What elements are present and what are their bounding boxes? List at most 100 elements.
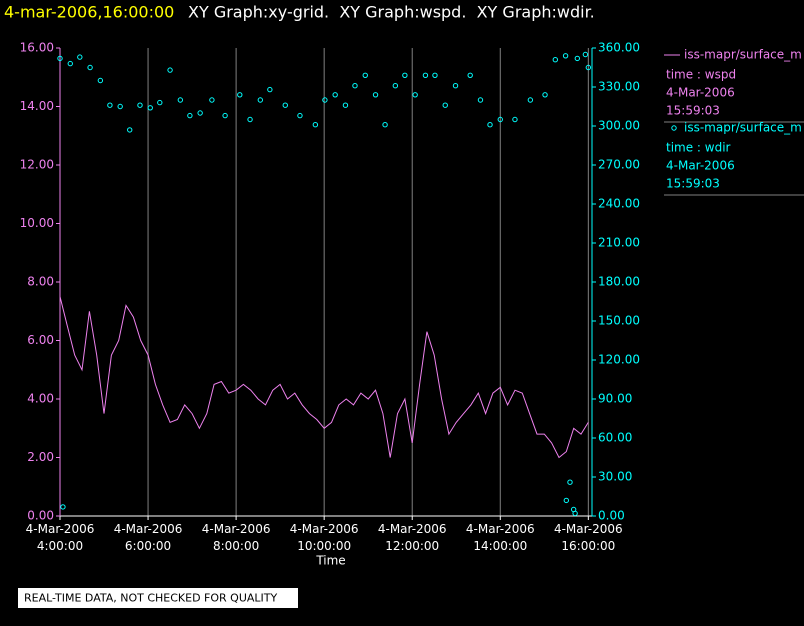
legend-detail: time : wspd bbox=[666, 68, 736, 82]
y-tick-label: 16.00 bbox=[20, 41, 54, 55]
y-tick-label: 4.00 bbox=[27, 392, 54, 406]
series-point bbox=[57, 55, 63, 62]
series-point bbox=[237, 92, 243, 98]
series-point bbox=[362, 72, 368, 79]
chart-subtitle: XY Graph:xy-grid. XY Graph:wspd. XY Grap… bbox=[188, 3, 595, 22]
y2-tick-label: 90.00 bbox=[598, 392, 632, 406]
y-tick-label: 8.00 bbox=[27, 275, 54, 289]
series-point bbox=[382, 122, 388, 128]
x-tick-label: 4-Mar-2006 12:00:00 bbox=[378, 522, 447, 553]
series-point bbox=[77, 54, 83, 60]
y2-tick-label: 150.00 bbox=[598, 314, 640, 328]
series-point bbox=[60, 504, 66, 510]
series-point bbox=[552, 57, 559, 63]
series-point bbox=[97, 77, 104, 84]
x-tick-label: 4-Mar-2006 6:00:00 bbox=[114, 522, 183, 553]
y2-tick-label: 60.00 bbox=[598, 431, 632, 445]
series-point bbox=[372, 92, 379, 98]
series-point bbox=[267, 86, 273, 93]
y2-tick-label: 240.00 bbox=[598, 197, 640, 211]
series-point bbox=[442, 102, 448, 108]
series-point bbox=[467, 72, 473, 79]
y2-tick-label: 300.00 bbox=[598, 119, 640, 133]
series-point bbox=[542, 92, 548, 98]
series-point bbox=[422, 72, 429, 79]
series-point bbox=[563, 497, 570, 504]
y2-tick-label: 120.00 bbox=[598, 353, 640, 367]
x-tick-label: 4-Mar-2006 16:00:00 bbox=[554, 522, 623, 553]
series-point bbox=[147, 105, 153, 111]
series-point bbox=[452, 83, 459, 89]
series-point bbox=[477, 97, 484, 103]
series-point bbox=[332, 92, 338, 98]
series-point bbox=[137, 102, 143, 108]
y-tick-label: 12.00 bbox=[20, 158, 54, 172]
series-point bbox=[432, 72, 438, 79]
series-point bbox=[582, 51, 589, 58]
series-point bbox=[297, 112, 303, 119]
series-point bbox=[402, 72, 408, 79]
series-point bbox=[247, 116, 253, 123]
series-point bbox=[107, 102, 113, 108]
series-point bbox=[222, 112, 228, 119]
series-point bbox=[585, 64, 592, 71]
y-tick-label: 6.00 bbox=[27, 333, 54, 347]
y2-tick-label: 210.00 bbox=[598, 236, 640, 250]
x-tick-label: 4-Mar-2006 8:00:00 bbox=[202, 522, 271, 553]
x-axis-label: Time bbox=[315, 554, 345, 568]
y-tick-label: 10.00 bbox=[20, 216, 54, 230]
legend-swatch bbox=[671, 125, 677, 131]
footer: REAL-TIME DATA, NOT CHECKED FOR QUALITY bbox=[24, 592, 278, 605]
legend-detail: 4-Mar-2006 bbox=[666, 159, 735, 173]
series-point bbox=[497, 116, 503, 123]
y2-tick-label: 0.00 bbox=[598, 509, 625, 523]
legend-label: iss-mapr/surface_m bbox=[684, 121, 802, 135]
series-point bbox=[257, 97, 264, 103]
series-point bbox=[562, 53, 569, 59]
series-point bbox=[117, 103, 123, 110]
y2-tick-label: 30.00 bbox=[598, 470, 632, 484]
series-point bbox=[574, 55, 581, 62]
series-point bbox=[487, 122, 493, 128]
series-point bbox=[167, 67, 173, 73]
series-point bbox=[512, 116, 518, 123]
legend-label: iss-mapr/surface_m bbox=[684, 48, 802, 62]
y2-tick-label: 360.00 bbox=[598, 41, 640, 55]
x-tick-label: 4-Mar-2006 4:00:00 bbox=[26, 522, 95, 553]
series-point bbox=[127, 127, 133, 133]
y-tick-label: 0.00 bbox=[27, 509, 54, 523]
series-point bbox=[67, 60, 73, 67]
series-point bbox=[352, 83, 358, 89]
legend-detail: time : wdir bbox=[666, 141, 731, 155]
series-point bbox=[342, 102, 349, 108]
legend-detail: 4-Mar-2006 bbox=[666, 86, 735, 100]
y2-tick-label: 180.00 bbox=[598, 275, 640, 289]
chart-title: 4-mar-2006,16:00:00 bbox=[4, 3, 174, 22]
series-point bbox=[412, 92, 418, 98]
legend-detail: 15:59:03 bbox=[666, 177, 720, 191]
series-point bbox=[209, 97, 215, 103]
series-point bbox=[567, 479, 573, 485]
series-point bbox=[187, 112, 193, 119]
series-point bbox=[392, 83, 399, 89]
series-line bbox=[59, 296, 589, 459]
x-tick-label: 4-Mar-2006 14:00:00 bbox=[466, 522, 535, 553]
y-tick-label: 14.00 bbox=[20, 99, 54, 113]
series-point bbox=[527, 97, 534, 103]
series-point bbox=[157, 99, 163, 106]
series-point bbox=[87, 64, 93, 71]
series-point bbox=[177, 97, 184, 103]
legend-detail: 15:59:03 bbox=[666, 104, 720, 118]
y2-tick-label: 330.00 bbox=[598, 80, 640, 94]
series-point bbox=[312, 122, 319, 128]
series-point bbox=[322, 97, 328, 103]
footer-box bbox=[18, 588, 298, 608]
series-point bbox=[197, 110, 203, 116]
series-point bbox=[282, 102, 288, 108]
x-tick-label: 4-Mar-2006 10:00:00 bbox=[290, 522, 359, 553]
series-point bbox=[572, 510, 578, 517]
y-tick-label: 2.00 bbox=[27, 450, 54, 464]
y2-tick-label: 270.00 bbox=[598, 158, 640, 172]
